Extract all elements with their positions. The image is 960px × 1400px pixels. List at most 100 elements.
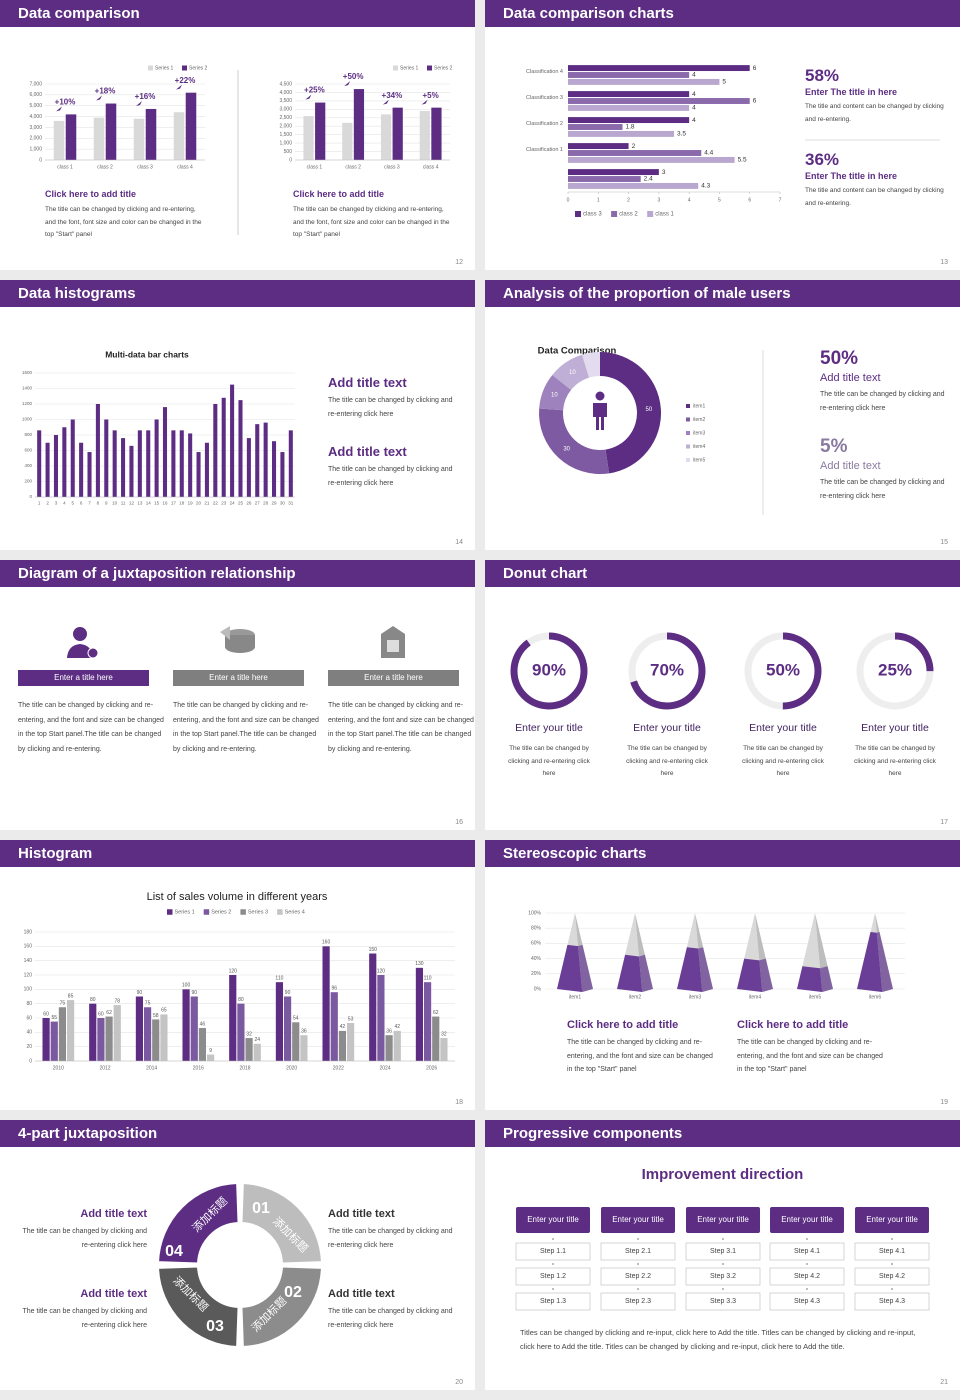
icon-slice	[220, 626, 230, 640]
caption-title: Click here to add title	[293, 189, 385, 199]
bar	[135, 996, 144, 1061]
bar	[173, 112, 185, 160]
annotation: +10%	[55, 98, 76, 107]
legend-swatch	[148, 65, 153, 71]
legend-swatch	[277, 909, 283, 915]
x-tick-label: 11	[121, 501, 126, 506]
donut-title: Enter your title	[861, 722, 929, 734]
data-label: 6	[753, 65, 757, 72]
ring-segment	[240, 1182, 323, 1265]
y-tick-label: 0	[29, 1058, 32, 1064]
stat-text: The title and content can be changed by …	[805, 103, 944, 123]
legend-label: item4	[693, 444, 705, 450]
bar	[65, 114, 77, 160]
x-tick-label: 2012	[99, 1065, 110, 1071]
slide-canvas: List of sales volume in different years S…	[24, 891, 455, 1071]
caption-title: Click here to add title	[45, 189, 137, 199]
stat-title: Enter The title in here	[805, 87, 898, 97]
x-tick-label: 19	[188, 501, 194, 506]
caption-text: The title can be changed by clicking and…	[567, 1039, 713, 1073]
ring-segment	[157, 1265, 240, 1348]
column-text: The title can be changed by clicking and…	[18, 702, 164, 753]
page-number: 14	[455, 539, 463, 546]
legend-swatch	[686, 444, 690, 449]
legend-label: Series 2	[434, 65, 453, 71]
data-label: 65	[161, 1008, 167, 1014]
x-tick-label: 14	[146, 501, 152, 506]
bar	[62, 427, 67, 497]
bar	[185, 92, 197, 160]
bar	[143, 1007, 152, 1061]
data-label: 4.4	[704, 150, 713, 157]
y-tick-label: 120	[24, 972, 33, 978]
data-label: 4	[692, 117, 696, 124]
icon-person	[73, 627, 87, 641]
stat-text: The title and content can be changed by …	[805, 187, 944, 207]
category-label: Classification 3	[526, 95, 563, 101]
pyramid-value	[578, 944, 593, 992]
step-label: Step 4.2	[793, 1273, 821, 1280]
x-tick-label: class 2	[97, 164, 113, 170]
donut-label: 90%	[532, 660, 566, 679]
donut-arc	[744, 632, 822, 710]
connector-dot	[806, 1263, 808, 1265]
bar	[280, 452, 285, 497]
y-tick-label: 200	[24, 479, 32, 484]
slide-title: Data comparison	[0, 0, 475, 27]
x-tick-label: 24	[230, 501, 236, 506]
slide-canvas	[515, 1207, 930, 1311]
legend-label: Series 1	[175, 909, 195, 915]
connector-dot	[552, 1288, 554, 1290]
step-label: Step 2.2	[624, 1273, 652, 1280]
x-tick-label: 12	[129, 501, 135, 506]
slide-canvas	[18, 626, 459, 686]
x-tick-label: 21	[204, 501, 210, 506]
y-tick-label: 7,000	[29, 81, 42, 87]
stat-value: 36%	[805, 150, 840, 169]
block-text: The title can be changed by clicking and…	[328, 397, 453, 418]
bar	[204, 442, 209, 497]
bar	[415, 967, 424, 1061]
bar	[105, 1016, 113, 1061]
x-tick-label: 6	[748, 197, 751, 203]
x-tick-label: 2020	[286, 1065, 297, 1071]
y-tick-label: 140	[24, 958, 33, 964]
block-title: Add title text	[328, 375, 407, 390]
step-label: Step 2.3	[624, 1298, 652, 1305]
bar	[568, 98, 750, 104]
icon-plus	[87, 647, 99, 659]
caption-text: The title can be changed by clicking and…	[45, 206, 202, 238]
data-label: 42	[394, 1024, 400, 1030]
caption-title: Click here to add title	[737, 1019, 849, 1031]
x-tick-label: 1	[597, 197, 600, 203]
annotation: +5%	[423, 91, 439, 100]
connector-dot	[552, 1238, 554, 1240]
step-box	[769, 1267, 845, 1286]
part-number: 03	[206, 1318, 224, 1335]
x-tick-label: 2010	[53, 1065, 64, 1071]
donut-segment	[539, 374, 572, 411]
data-label: 42	[340, 1024, 346, 1030]
slide: Diagram of a juxtaposition relationship 1…	[0, 560, 475, 830]
block-text: The title can be changed by clicking and…	[328, 1228, 453, 1249]
category-label: Classification 2	[526, 121, 563, 127]
bar	[121, 438, 126, 497]
legend-swatch	[686, 404, 690, 408]
step-box	[685, 1292, 761, 1311]
category-label: Classification 4	[526, 69, 563, 75]
bar	[53, 435, 58, 497]
data-label: 46	[200, 1021, 206, 1027]
bar	[423, 982, 432, 1061]
slide-title: Data comparison charts	[485, 0, 960, 27]
bar	[162, 407, 168, 497]
annotation-arrow	[305, 94, 312, 100]
icon-disc	[225, 641, 255, 653]
legend-swatch	[611, 211, 618, 217]
data-label: 75	[145, 1001, 151, 1007]
block-title: Add title text	[328, 1208, 395, 1220]
connector-dot	[637, 1238, 639, 1240]
x-tick-label: 17	[171, 501, 177, 506]
x-tick-label: 4	[63, 501, 66, 506]
bar	[198, 1028, 207, 1061]
x-tick-label: class 3	[137, 164, 153, 170]
